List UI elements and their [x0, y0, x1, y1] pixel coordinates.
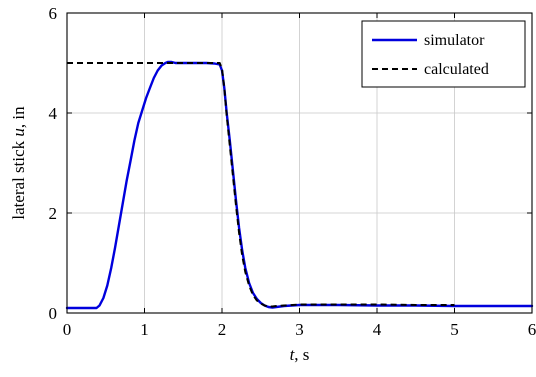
y-axis-label: lateral stick u, in — [9, 106, 28, 220]
legend: simulator calculated — [361, 20, 526, 88]
x-tick-label: 0 — [63, 320, 72, 339]
y-tick-label: 6 — [49, 4, 58, 23]
legend-entry-calculated: calculated — [424, 61, 489, 78]
x-axis-label: t, s — [290, 345, 310, 364]
x-tick-label: 4 — [373, 320, 382, 339]
y-axis-variable: u — [9, 128, 28, 137]
legend-box — [361, 20, 526, 88]
axis-ticks: 0 1 2 3 4 5 6 0 2 4 6 — [49, 4, 536, 339]
y-tick-label: 4 — [49, 104, 58, 123]
x-tick-label: 2 — [218, 320, 227, 339]
series-lines — [65, 60, 534, 310]
x-tick-label: 6 — [528, 320, 536, 339]
y-axis-unit: , in — [9, 106, 28, 128]
x-tick-label: 1 — [140, 320, 149, 339]
x-tick-label: 5 — [450, 320, 459, 339]
x-axis-unit: , s — [294, 345, 309, 364]
x-tick-label: 3 — [295, 320, 304, 339]
series-line-calculated — [67, 62, 455, 308]
y-axis-prefix: lateral stick — [9, 137, 28, 220]
y-tick-label: 2 — [49, 204, 58, 223]
y-tick-label: 0 — [49, 304, 58, 323]
legend-entry-simulator: simulator — [424, 32, 485, 49]
x-axis-variable: t — [290, 345, 296, 364]
